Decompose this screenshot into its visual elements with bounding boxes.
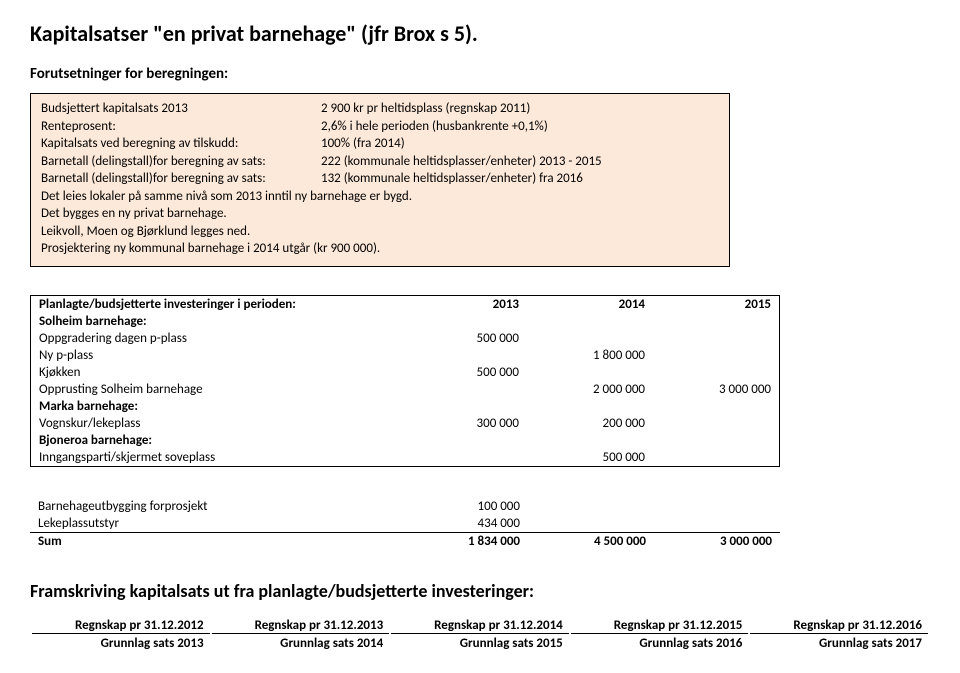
- regnskap-date: Regnskap pr 31.12.2013: [212, 618, 390, 634]
- regnskap-grunnlag: Grunnlag sats 2017: [750, 636, 928, 651]
- extra-cell: [528, 515, 654, 533]
- plan-cell: [653, 364, 779, 381]
- plan-cell: [653, 449, 779, 466]
- plan-cell: 2 000 000: [527, 381, 653, 398]
- page-title: Kapitalsatser "en privat barnehage" (jfr…: [30, 20, 930, 47]
- assumption-text: Leikvoll, Moen og Bjørklund legges ned.: [41, 223, 719, 241]
- regnskap-grunnlag: Grunnlag sats 2014: [212, 636, 390, 651]
- extra-row-label: Lekeplassutstyr: [30, 515, 402, 533]
- assumptions-box: Budsjettert kapitalsats 20132 900 kr pr …: [30, 93, 730, 267]
- regnskap-date: Regnskap pr 31.12.2014: [391, 618, 569, 634]
- assumption-label: Barnetall (delingstall)for beregning av …: [41, 170, 321, 188]
- assumption-label: Kapitalsats ved beregning av tilskudd:: [41, 135, 321, 153]
- plan-cell: 500 000: [401, 330, 527, 347]
- regnskap-grunnlag: Grunnlag sats 2016: [571, 636, 749, 651]
- plan-row-label: Inngangsparti/skjermet soveplass: [31, 449, 401, 466]
- extra-cell: [654, 498, 780, 515]
- regnskap-grunnlag: Grunnlag sats 2015: [391, 636, 569, 651]
- assumption-label: Barnetall (delingstall)for beregning av …: [41, 153, 321, 171]
- plan-cell: [653, 347, 779, 364]
- plan-year: 2014: [527, 296, 653, 313]
- assumption-text: Det bygges en ny privat barnehage.: [41, 205, 719, 223]
- plan-table: Planlagte/budsjetterte investeringer i p…: [30, 295, 780, 467]
- extra-row-label: Barnehageutbygging forprosjekt: [30, 498, 402, 515]
- assumption-text: Prosjektering ny kommunal barnehage i 20…: [41, 240, 719, 258]
- extra-cell: 100 000: [402, 498, 528, 515]
- plan-cell: [653, 415, 779, 432]
- extra-cell: [528, 498, 654, 515]
- forutsetninger-header: Forutsetninger for beregningen:: [30, 65, 930, 83]
- plan-group: Solheim barnehage:: [31, 313, 779, 330]
- plan-group: Bjoneroa barnehage:: [31, 432, 779, 449]
- framskriving-header: Framskriving kapitalsats ut fra planlagt…: [30, 580, 930, 602]
- plan-cell: 200 000: [527, 415, 653, 432]
- plan-group: Marka barnehage:: [31, 398, 779, 415]
- regnskap-date: Regnskap pr 31.12.2012: [32, 618, 210, 634]
- plan-year: 2013: [401, 296, 527, 313]
- extra-cell: 4 500 000: [528, 532, 654, 550]
- plan-row-label: Oppgradering dagen p-plass: [31, 330, 401, 347]
- extra-rows: Barnehageutbygging forprosjekt100 000Lek…: [30, 481, 780, 550]
- assumption-label: Budsjettert kapitalsats 2013: [41, 100, 321, 118]
- plan-cell: [527, 364, 653, 381]
- regnskap-date: Regnskap pr 31.12.2016: [750, 618, 928, 634]
- plan-row-label: Vognskur/lekeplass: [31, 415, 401, 432]
- extra-row-label: Sum: [30, 532, 402, 550]
- assumption-text: Det leies lokaler på samme nivå som 2013…: [41, 188, 719, 206]
- regnskap-grunnlag: Grunnlag sats 2013: [32, 636, 210, 651]
- plan-row-label: Opprusting Solheim barnehage: [31, 381, 401, 398]
- extra-cell: 3 000 000: [654, 532, 780, 550]
- plan-cell: 300 000: [401, 415, 527, 432]
- assumption-value: 222 (kommunale heltidsplasser/enheter) 2…: [321, 153, 719, 171]
- plan-cell: [401, 347, 527, 364]
- plan-header-label: Planlagte/budsjetterte investeringer i p…: [31, 296, 401, 313]
- assumption-value: 2,6% i hele perioden (husbankrente +0,1%…: [321, 118, 719, 136]
- assumption-value: 2 900 kr pr heltidsplass (regnskap 2011): [321, 100, 719, 118]
- plan-cell: 500 000: [527, 449, 653, 466]
- plan-cell: 1 800 000: [527, 347, 653, 364]
- regnskap-table: Regnskap pr 31.12.2012Regnskap pr 31.12.…: [30, 616, 930, 653]
- extra-cell: [654, 515, 780, 533]
- extra-cell: 434 000: [402, 515, 528, 533]
- assumption-value: 132 (kommunale heltidsplasser/enheter) f…: [321, 170, 719, 188]
- plan-row-label: Kjøkken: [31, 364, 401, 381]
- extra-cell: 1 834 000: [402, 532, 528, 550]
- regnskap-date: Regnskap pr 31.12.2015: [571, 618, 749, 634]
- assumption-label: Renteprosent:: [41, 118, 321, 136]
- plan-cell: 500 000: [401, 364, 527, 381]
- plan-cell: [527, 330, 653, 347]
- plan-cell: [401, 381, 527, 398]
- plan-cell: [653, 330, 779, 347]
- plan-cell: 3 000 000: [653, 381, 779, 398]
- plan-cell: [401, 449, 527, 466]
- plan-year: 2015: [653, 296, 779, 313]
- assumption-value: 100% (fra 2014): [321, 135, 719, 153]
- plan-row-label: Ny p-plass: [31, 347, 401, 364]
